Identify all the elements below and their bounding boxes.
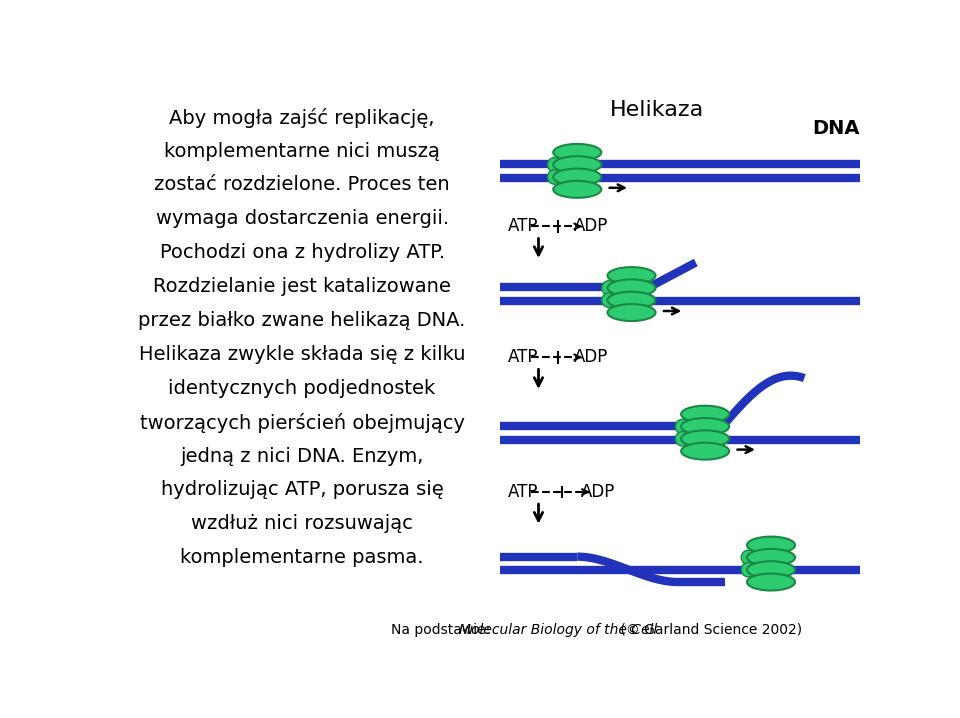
Ellipse shape: [681, 430, 730, 447]
Ellipse shape: [547, 170, 562, 185]
Ellipse shape: [681, 443, 730, 460]
Ellipse shape: [747, 549, 795, 566]
Ellipse shape: [675, 432, 689, 446]
Text: tworzących pierścień obejmujący: tworzących pierścień obejmujący: [139, 413, 465, 433]
Text: Helikaza: Helikaza: [610, 100, 704, 120]
Text: zostać rozdzielone. Proces ten: zostać rozdzielone. Proces ten: [155, 175, 450, 195]
Ellipse shape: [681, 418, 730, 435]
Text: Molecular Biology of the Cell: Molecular Biology of the Cell: [459, 623, 657, 637]
Text: wzdłuż nici rozsuwając: wzdłuż nici rozsuwając: [191, 514, 413, 533]
Ellipse shape: [553, 144, 601, 161]
Text: hydrolizując ATP, porusza się: hydrolizując ATP, porusza się: [160, 480, 444, 500]
Ellipse shape: [747, 574, 795, 590]
Text: ATP: ATP: [508, 218, 538, 236]
Ellipse shape: [741, 562, 756, 577]
Ellipse shape: [681, 406, 730, 423]
Text: ADP: ADP: [581, 483, 615, 501]
Ellipse shape: [608, 267, 656, 284]
Text: ADP: ADP: [573, 218, 608, 236]
Ellipse shape: [741, 550, 756, 564]
Text: Rozdzielanie jest katalizowane: Rozdzielanie jest katalizowane: [154, 277, 451, 296]
Ellipse shape: [747, 561, 795, 578]
Ellipse shape: [747, 536, 795, 554]
Text: Pochodzi ona z hydrolizy ATP.: Pochodzi ona z hydrolizy ATP.: [159, 243, 444, 262]
Text: identycznych podjednostek: identycznych podjednostek: [169, 379, 436, 398]
Text: Na podstawie:: Na podstawie:: [392, 623, 499, 637]
Ellipse shape: [608, 292, 656, 309]
Ellipse shape: [675, 419, 689, 434]
Text: Aby mogła zajść replikację,: Aby mogła zajść replikację,: [169, 108, 435, 128]
Text: komplementarne nici muszą: komplementarne nici muszą: [164, 141, 440, 161]
Text: komplementarne pasma.: komplementarne pasma.: [180, 548, 424, 567]
Text: Helikaza zwykle składa się z kilku: Helikaza zwykle składa się z kilku: [139, 345, 466, 364]
Text: DNA: DNA: [812, 118, 860, 138]
Text: ATP: ATP: [508, 483, 538, 501]
Text: (© Garland Science 2002): (© Garland Science 2002): [616, 623, 803, 637]
Text: ADP: ADP: [573, 348, 608, 366]
Ellipse shape: [602, 293, 616, 307]
Ellipse shape: [553, 169, 601, 185]
Ellipse shape: [547, 157, 562, 172]
Ellipse shape: [553, 181, 601, 198]
Ellipse shape: [602, 281, 616, 295]
Text: jedną z nici DNA. Enzym,: jedną z nici DNA. Enzym,: [180, 447, 423, 465]
Ellipse shape: [608, 279, 656, 297]
Ellipse shape: [608, 304, 656, 321]
Text: wymaga dostarczenia energii.: wymaga dostarczenia energii.: [156, 210, 448, 228]
Text: przez białko zwane helikazą DNA.: przez białko zwane helikazą DNA.: [138, 311, 466, 330]
Text: ATP: ATP: [508, 348, 538, 366]
Ellipse shape: [553, 157, 601, 173]
